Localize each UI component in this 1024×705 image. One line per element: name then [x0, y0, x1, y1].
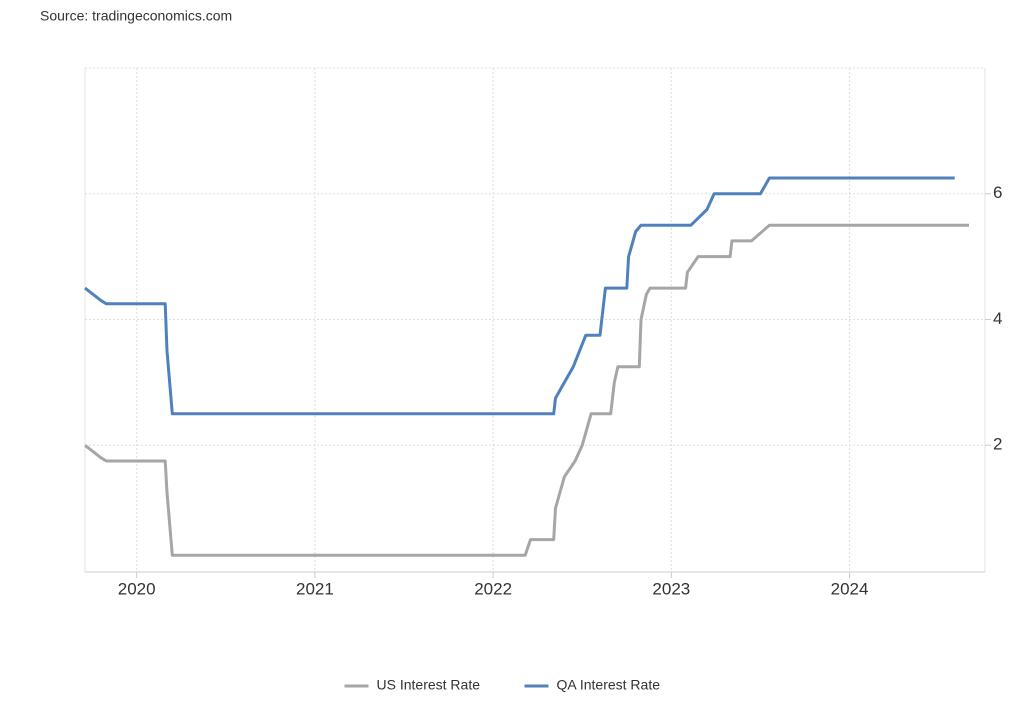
line-series — [84, 176, 955, 416]
y-tick-label: 4 — [993, 309, 1002, 328]
x-tick-label: 2023 — [652, 579, 690, 598]
line-series — [84, 223, 969, 557]
source-note: Source: tradingeconomics.com — [40, 8, 232, 24]
x-tick-label: 2020 — [118, 579, 156, 598]
x-tick-label: 2024 — [831, 579, 869, 598]
legend-label: US Interest Rate — [377, 677, 481, 693]
legend-label: QA Interest Rate — [557, 677, 661, 693]
x-tick-label: 2021 — [296, 579, 334, 598]
y-tick-label: 2 — [993, 435, 1002, 454]
y-tick-label: 6 — [993, 183, 1002, 202]
x-tick-label: 2022 — [474, 579, 512, 598]
